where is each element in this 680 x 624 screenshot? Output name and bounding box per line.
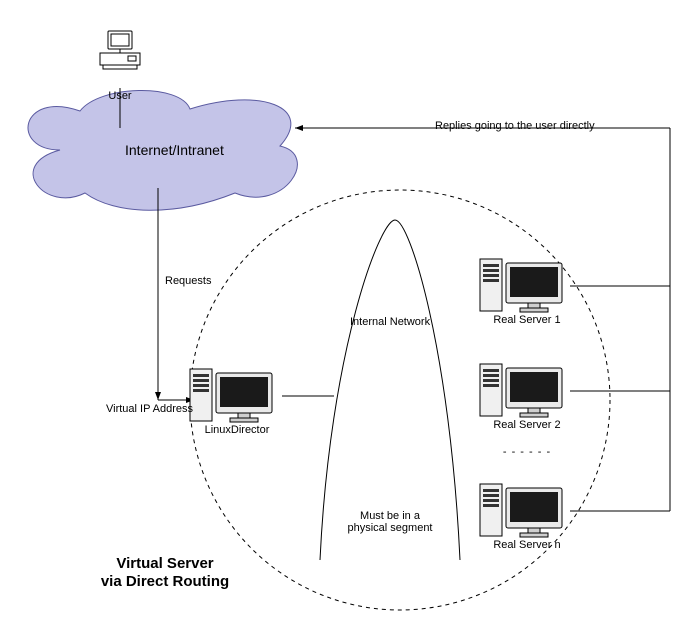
real-server-1-icon [480,259,562,312]
title-line-1: Virtual Server [80,555,250,572]
linux-director-icon [190,369,272,422]
user-label: User [100,90,140,102]
internal-network-arc [320,220,460,560]
real-server-n-icon [480,484,562,537]
rs1-label: Real Server 1 [482,314,572,326]
internal-net-label: Internal Network [350,316,430,328]
real-server-2-icon [480,364,562,417]
ellipsis-label: - - - - - - [497,446,557,458]
vip-label: Virtual IP Address [106,403,193,415]
replies-label: Replies going to the user directly [435,120,595,132]
director-label: LinuxDirector [192,424,282,436]
user-icon [100,31,140,69]
rsn-label: Real Server n [482,539,572,551]
title-line-2: via Direct Routing [80,573,250,590]
physical-seg-label: Must be in a physical segment [345,510,435,534]
diagram-stage: User Internet/Intranet Requests Virtual … [0,0,680,624]
requests-label: Requests [165,275,211,287]
rs2-label: Real Server 2 [482,419,572,431]
cloud-label: Internet/Intranet [125,142,224,158]
